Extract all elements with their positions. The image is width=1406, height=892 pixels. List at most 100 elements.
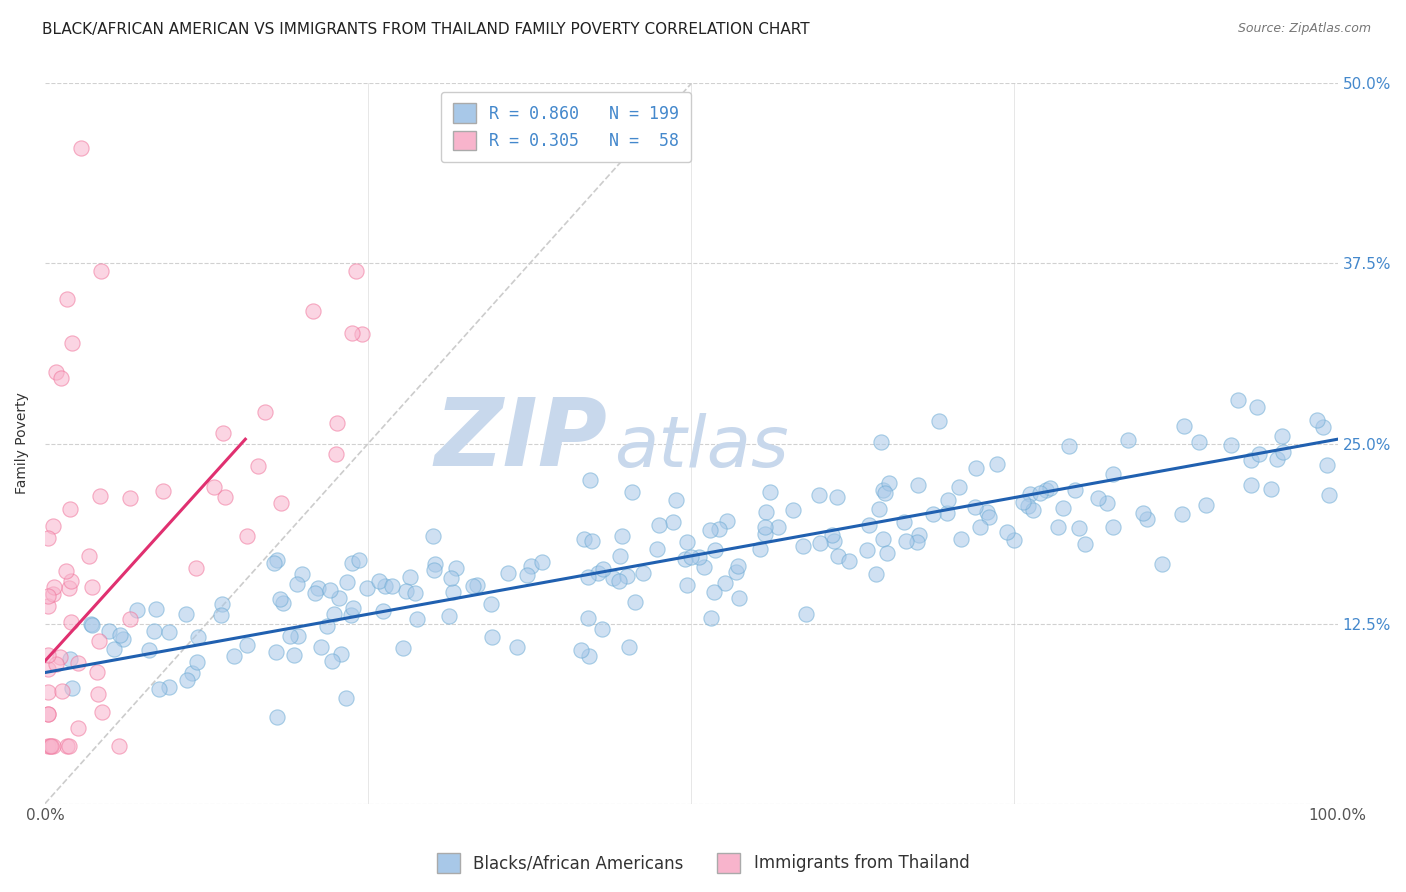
Point [969, 519, 991, 533]
Point [157, 624, 180, 639]
Text: BLACK/AFRICAN AMERICAN VS IMMIGRANTS FROM THAILAND FAMILY POVERTY CORRELATION CH: BLACK/AFRICAN AMERICAN VS IMMIGRANTS FRO… [42, 22, 810, 37]
Point [344, 264, 367, 278]
Point [37, 685, 59, 699]
Point [422, 529, 444, 543]
Point [392, 640, 415, 655]
Point [374, 579, 396, 593]
Point [211, 598, 233, 612]
Point [157, 681, 180, 695]
Point [285, 577, 308, 591]
Point [838, 554, 860, 568]
Point [936, 493, 959, 508]
Point [648, 518, 671, 533]
Point [181, 665, 204, 680]
Point [1019, 487, 1042, 501]
Point [395, 584, 418, 599]
Point [236, 638, 259, 652]
Point [224, 648, 246, 663]
Point [368, 574, 391, 588]
Point [586, 566, 609, 581]
Point [39, 739, 62, 753]
Point [1101, 520, 1123, 534]
Point [807, 487, 830, 501]
Point [928, 414, 950, 428]
Point [37, 589, 59, 603]
Point [1260, 483, 1282, 497]
Point [342, 601, 364, 615]
Point [673, 551, 696, 566]
Point [1116, 433, 1139, 447]
Point [1087, 491, 1109, 506]
Point [1102, 467, 1125, 481]
Point [70, 141, 93, 155]
Point [79, 549, 101, 564]
Point [879, 475, 901, 490]
Point [870, 435, 893, 450]
Point [247, 458, 270, 473]
Point [80, 618, 103, 632]
Point [755, 505, 778, 519]
Point [571, 643, 593, 657]
Point [202, 481, 225, 495]
Point [1095, 496, 1118, 510]
Point [90, 263, 112, 277]
Point [868, 502, 890, 516]
Point [578, 648, 600, 663]
Point [37, 661, 59, 675]
Point [676, 578, 699, 592]
Point [89, 489, 111, 503]
Point [645, 542, 668, 557]
Text: ZIP: ZIP [434, 394, 607, 486]
Point [631, 566, 654, 581]
Point [87, 687, 110, 701]
Point [271, 596, 294, 610]
Point [120, 612, 142, 626]
Point [1057, 439, 1080, 453]
Point [681, 549, 703, 564]
Point [315, 619, 337, 633]
Point [1316, 458, 1339, 473]
Point [579, 474, 602, 488]
Point [236, 528, 259, 542]
Point [976, 505, 998, 519]
Point [307, 581, 329, 595]
Point [1047, 520, 1070, 534]
Point [1028, 485, 1050, 500]
Point [37, 531, 59, 545]
Point [328, 591, 350, 606]
Point [423, 563, 446, 577]
Point [51, 370, 73, 384]
Point [616, 569, 638, 583]
Point [1171, 507, 1194, 521]
Point [309, 640, 332, 654]
Point [893, 515, 915, 529]
Point [152, 483, 174, 498]
Point [576, 570, 599, 584]
Point [865, 567, 887, 582]
Point [270, 496, 292, 510]
Point [1039, 481, 1062, 495]
Point [55, 293, 77, 307]
Point [948, 479, 970, 493]
Point [591, 622, 613, 636]
Point [1195, 498, 1218, 512]
Point [336, 575, 359, 590]
Point [612, 529, 634, 543]
Point [58, 582, 80, 596]
Point [1069, 521, 1091, 535]
Point [1074, 537, 1097, 551]
Point [39, 739, 62, 753]
Point [977, 510, 1000, 524]
Point [876, 546, 898, 560]
Point [592, 562, 614, 576]
Point [266, 553, 288, 567]
Point [1306, 412, 1329, 426]
Point [138, 643, 160, 657]
Point [59, 651, 82, 665]
Point [67, 656, 90, 670]
Point [398, 569, 420, 583]
Point [404, 586, 426, 600]
Point [37, 599, 59, 613]
Point [1064, 483, 1087, 497]
Point [45, 657, 67, 671]
